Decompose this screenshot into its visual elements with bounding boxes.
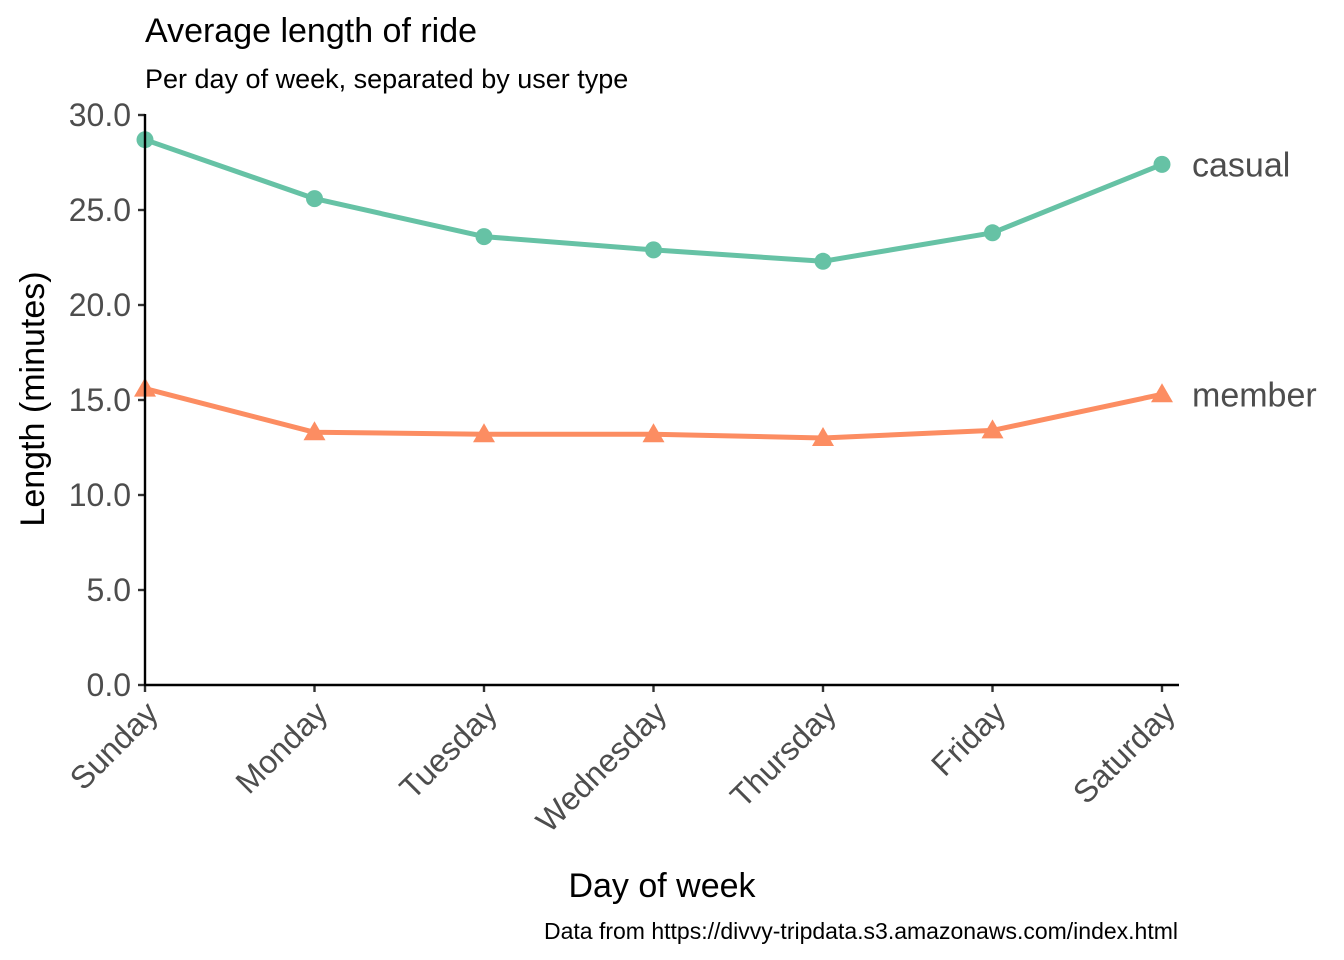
y-tick-label: 15.0: [69, 382, 131, 418]
y-tick-label: 20.0: [69, 287, 131, 323]
series-layer: casual member: [134, 131, 1317, 446]
chart-caption: Data from https://divvy-tripdata.s3.amaz…: [544, 918, 1178, 944]
series-label-casual: casual: [1192, 146, 1290, 184]
x-tick-label: Wednesday: [529, 694, 674, 839]
data-point-member: [812, 427, 834, 446]
y-axis-title: Length (minutes): [14, 271, 52, 526]
y-tick-label: 25.0: [69, 192, 131, 228]
data-point-member: [473, 423, 495, 443]
data-point-casual: [984, 224, 1001, 242]
data-point-member: [1151, 383, 1173, 403]
y-tick-label: 0.0: [87, 667, 131, 703]
series-label-member: member: [1192, 376, 1317, 414]
chart-subtitle: Per day of week, separated by user type: [145, 64, 628, 94]
data-point-casual: [814, 252, 832, 270]
data-point-member: [981, 419, 1004, 439]
series-member: member: [134, 376, 1317, 446]
x-axis: Sunday Monday Tuesday Wednesday Thursday Frid…: [63, 685, 1182, 839]
data-point-member: [642, 423, 665, 443]
x-tick-label: Saturday: [1066, 694, 1182, 810]
y-tick-label: 30.0: [69, 97, 131, 133]
x-tick-label: Monday: [228, 694, 334, 800]
data-point-casual: [1153, 155, 1171, 173]
data-point-member: [303, 421, 326, 441]
data-point-casual: [475, 228, 493, 246]
y-axis: 0.0 5.0 10.0 15.0 20.0 25.0 30.0: [69, 97, 145, 703]
x-tick-label: Friday: [924, 694, 1012, 782]
chart-title: Average length of ride: [145, 12, 477, 50]
data-point-casual: [645, 241, 662, 259]
data-point-casual: [306, 190, 323, 208]
series-casual: casual: [136, 131, 1290, 270]
y-tick-label: 5.0: [87, 572, 131, 608]
x-tick-label: Tuesday: [393, 694, 504, 805]
x-tick-label: Thursday: [723, 694, 843, 814]
x-axis-title: Day of week: [568, 867, 756, 905]
x-tick-label: Sunday: [63, 694, 165, 796]
y-tick-label: 10.0: [69, 477, 131, 513]
